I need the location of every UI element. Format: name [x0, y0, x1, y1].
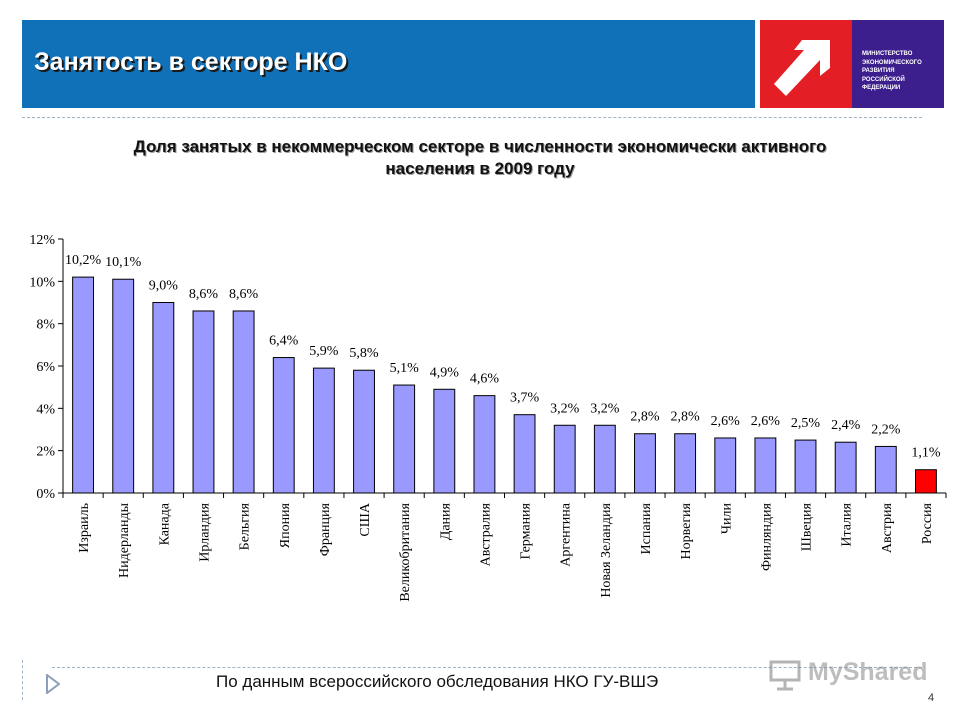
category-label: Япония [278, 502, 293, 548]
y-tick-label: 4% [36, 402, 55, 417]
bar [112, 278, 135, 494]
source-note: По данным всероссийского обследования НК… [216, 672, 659, 691]
header-divider [22, 117, 922, 118]
play-arrow-icon [46, 674, 60, 694]
bar [393, 384, 416, 494]
y-tick-label: 8% [36, 318, 55, 333]
category-label: Аргентина [559, 502, 574, 566]
data-label: 2,8% [671, 410, 701, 425]
bar [674, 433, 697, 494]
logo-line: РОССИЙСКОЙ [862, 76, 905, 83]
logo-line: ФЕДЕРАЦИИ [862, 85, 901, 91]
data-label: 2,2% [871, 422, 901, 437]
y-tick-label: 6% [36, 360, 55, 375]
bar [513, 414, 536, 494]
chart-title-line: населения в 2009 году [385, 159, 575, 178]
logo-line: МИНИСТЕРСТВО [862, 51, 913, 57]
logo-line: ЭКОНОМИЧЕСКОГО [862, 59, 922, 66]
data-label: 1,1% [911, 446, 941, 461]
data-label: 3,2% [590, 401, 620, 416]
data-label: 9,0% [149, 279, 179, 294]
y-tick-label: 2% [36, 445, 55, 460]
category-label: США [358, 502, 373, 536]
category-label: Швеция [800, 502, 815, 551]
category-label: Ирландия [197, 502, 212, 561]
footer-side-divider [22, 660, 23, 700]
y-tick-label: 0% [36, 487, 55, 502]
data-label: 2,5% [791, 416, 821, 431]
data-label: 2,4% [831, 418, 861, 433]
header-bar [22, 20, 755, 108]
category-label: Дания [438, 502, 453, 540]
data-label: 4,6% [470, 372, 500, 387]
bar [634, 433, 656, 494]
data-label: 5,9% [309, 344, 339, 359]
y-tick-label: 10% [29, 275, 55, 290]
category-label: Италия [840, 502, 855, 546]
data-label: 4,9% [430, 365, 460, 380]
bar [353, 369, 375, 494]
page-number: 4 [928, 692, 935, 704]
logo-line: РАЗВИТИЯ [862, 68, 895, 74]
category-label: Россия [920, 502, 935, 544]
arrow-logo-icon [774, 40, 830, 96]
bar [272, 357, 295, 494]
category-label: Австралия [478, 502, 493, 566]
data-label: 5,1% [390, 361, 420, 376]
bar [553, 424, 576, 494]
data-label: 2,8% [630, 410, 660, 425]
data-label: 5,8% [349, 346, 379, 361]
watermark: MyShared [768, 658, 928, 692]
data-label: 2,6% [751, 414, 781, 429]
y-tick-label: 12% [29, 233, 55, 248]
ministry-name: МИНИСТЕРСТВО ЭКОНОМИЧЕСКОГО РАЗВИТИЯ РОС… [862, 50, 942, 93]
presentation-icon [769, 660, 801, 691]
bar [794, 439, 817, 494]
data-label: 2,6% [711, 414, 741, 429]
category-label: Новая Зеландия [599, 502, 614, 597]
bar [192, 310, 215, 494]
data-label: 10,1% [105, 255, 142, 270]
category-label: Финляндия [759, 502, 774, 571]
bar [834, 441, 857, 494]
category-label: Германия [519, 502, 534, 559]
data-label: 3,7% [510, 391, 540, 406]
category-label: Бельгия [238, 502, 253, 550]
data-label: 8,6% [189, 287, 219, 302]
bar [312, 367, 335, 494]
bar [914, 469, 937, 494]
category-label: Чили [719, 503, 734, 535]
data-label: 3,2% [550, 401, 580, 416]
category-label: Канада [157, 502, 172, 545]
ministry-logo-emblem [760, 20, 852, 108]
data-label: 10,2% [65, 253, 102, 268]
watermark-text: MyShared [808, 658, 928, 686]
category-label: Нидерланды [117, 502, 132, 578]
ministry-logo-text-block [852, 20, 944, 108]
data-label: 8,6% [229, 287, 259, 302]
bar [714, 437, 737, 494]
page-title: Занятость в секторе НКО [34, 48, 348, 76]
chart-title: Доля занятых в некоммерческом секторе в … [30, 136, 930, 180]
category-label: Испания [639, 502, 654, 554]
chart-title-line: Доля занятых в некоммерческом секторе в … [133, 137, 827, 156]
bar [72, 276, 95, 494]
bar [152, 302, 175, 494]
bar [874, 445, 897, 494]
bar [232, 310, 255, 494]
bar [433, 388, 456, 494]
category-label: Великобритания [398, 502, 413, 601]
data-label: 6,4% [269, 334, 299, 349]
category-label: Израиль [77, 503, 92, 553]
category-label: Австрия [880, 502, 895, 553]
bar [754, 437, 777, 494]
footer-divider [52, 667, 922, 668]
category-label: Франция [318, 502, 333, 556]
category-label: Норвегия [679, 502, 694, 559]
bar [593, 424, 616, 494]
bar [473, 395, 496, 494]
